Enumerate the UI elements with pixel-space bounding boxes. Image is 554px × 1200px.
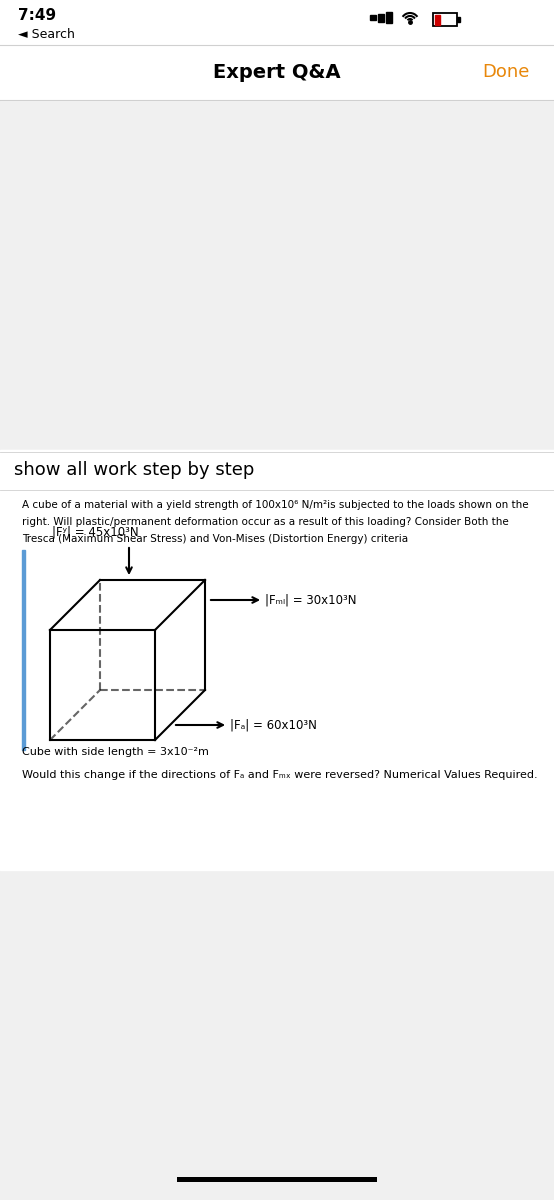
Text: |Fₐ| = 60x10³N: |Fₐ| = 60x10³N (230, 719, 317, 732)
Bar (0, 870, 554, 1200)
Bar (457, 17, 460, 22)
Bar (434, 14, 439, 24)
Text: Cube with side length = 3x10⁻²m: Cube with side length = 3x10⁻²m (22, 746, 209, 757)
Bar (22, 550, 24, 750)
Bar (0, 450, 554, 490)
Bar (433, 13, 457, 26)
Bar (0, 44, 554, 100)
Bar (177, 1177, 377, 1182)
Text: ◄ Search: ◄ Search (18, 29, 75, 42)
Bar (0, 450, 554, 870)
Bar (386, 12, 392, 23)
Bar (0, 100, 554, 450)
Text: Expert Q&A: Expert Q&A (213, 62, 341, 82)
Bar (0, 0, 554, 44)
Text: A cube of a material with a yield strength of 100x10⁶ N/m²is subjected to the lo: A cube of a material with a yield streng… (22, 500, 529, 510)
Text: |Fʸ| = 45x10³N: |Fʸ| = 45x10³N (52, 526, 138, 539)
Bar (378, 14, 384, 22)
Text: Tresca (Maximum Shear Stress) and Von-Mises (Distortion Energy) criteria: Tresca (Maximum Shear Stress) and Von-Mi… (22, 534, 408, 544)
Text: Would this change if the directions of Fₐ and Fₘₓ were reversed? Numerical Value: Would this change if the directions of F… (22, 770, 537, 780)
Bar (370, 14, 376, 20)
Text: 7:49: 7:49 (18, 7, 56, 23)
Text: show all work step by step: show all work step by step (14, 461, 254, 479)
Text: Done: Done (483, 62, 530, 80)
Text: right. Will plastic/permanent deformation occur as a result of this loading? Con: right. Will plastic/permanent deformatio… (22, 517, 509, 527)
Text: |Fₘₗ| = 30x10³N: |Fₘₗ| = 30x10³N (265, 594, 357, 606)
